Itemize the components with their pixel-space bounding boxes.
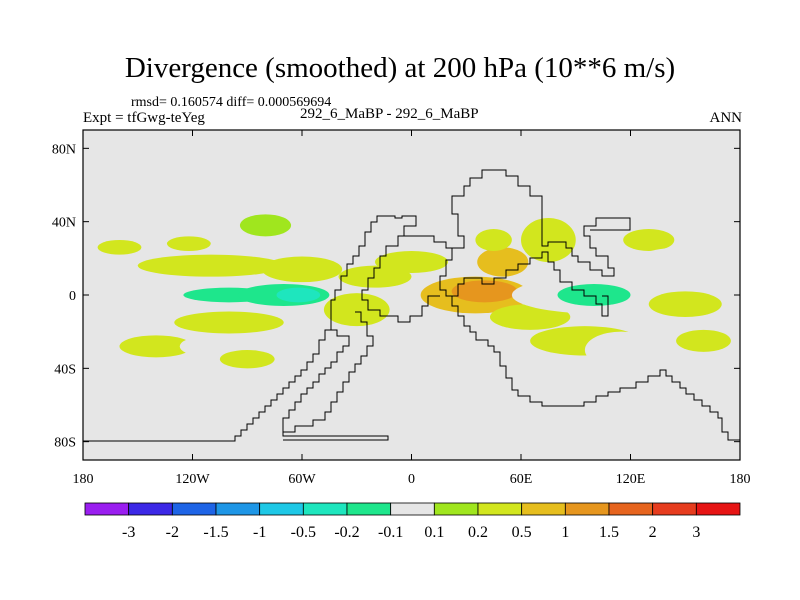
colorbar-label: 1	[561, 524, 569, 541]
colorbar-label: -1	[253, 524, 266, 541]
field-patch	[196, 199, 226, 215]
colorbar-label: -0.2	[334, 524, 359, 541]
colorbar-swatch	[608, 502, 654, 516]
experiment-label: Expt = tfGwg-teYeg	[83, 110, 205, 126]
colorbar-swatch	[477, 502, 523, 516]
colorbar-label: -3	[122, 524, 135, 541]
y-tick-label: 40S	[54, 362, 76, 377]
field-patch	[676, 329, 731, 352]
colorbar-swatch	[390, 502, 435, 516]
colorbar-swatch	[171, 502, 217, 516]
colorbar-label: -0.1	[378, 524, 403, 541]
field-patch	[475, 229, 512, 251]
colorbar-swatch	[302, 502, 348, 516]
colorbar-label: -0.5	[291, 524, 316, 541]
colorbar-label: 0.1	[424, 524, 444, 541]
x-tick-label: 60E	[510, 472, 533, 487]
field-patch	[320, 344, 357, 363]
field-patch	[477, 247, 529, 277]
field-patch	[648, 291, 722, 317]
field-patch	[166, 236, 211, 252]
x-tick-label: 120W	[175, 472, 210, 487]
colorbar-label: 0.2	[468, 524, 488, 541]
field-patch	[584, 331, 658, 369]
field-patch	[179, 337, 224, 356]
field-patch	[323, 293, 390, 327]
field-patch	[489, 304, 571, 330]
colorbar-label: -1.5	[203, 524, 228, 541]
colorbar-swatch	[652, 502, 697, 516]
x-tick-label: 60W	[288, 472, 316, 487]
colorbar-label: 0.5	[512, 524, 532, 541]
field-patch	[97, 240, 142, 255]
case-label: 292_6_MaBP - 292_6_MaBP	[300, 106, 479, 122]
field-patch	[239, 214, 292, 237]
y-tick-label: 40N	[52, 216, 76, 231]
colorbar-label: 1.5	[599, 524, 619, 541]
colorbar-label: 2	[649, 524, 657, 541]
colorbar-swatch	[564, 502, 610, 516]
colorbar: -3 -2 -1.5 -1 -0.5 -0.2 -0.1 0.1 0.2 0.5 1 1.5 2 3	[84, 502, 741, 541]
field-patch	[261, 256, 343, 283]
field-patch	[451, 280, 518, 303]
field-patch	[219, 350, 275, 369]
chart-title: Divergence (smoothed) at 200 hPa (10**6 …	[124, 52, 676, 84]
colorbar-label: -2	[166, 524, 179, 541]
field-patch	[83, 304, 202, 330]
axes: 180 120W 60W 0 60E 120E 180 80N 40N 0 40S 80S	[52, 130, 751, 487]
field-patch	[375, 251, 448, 273]
field-patch	[119, 335, 193, 358]
y-tick-label: 80N	[52, 142, 76, 157]
x-tick-label: 180	[73, 472, 94, 487]
field-patch	[143, 208, 188, 228]
y-tick-label: 80S	[54, 436, 76, 451]
colorbar-swatch	[128, 502, 173, 516]
colorbar-swatch	[521, 502, 566, 516]
field-patch	[623, 229, 675, 251]
x-tick-label: 120E	[616, 472, 646, 487]
field-patch	[92, 225, 129, 237]
rmsd-diff-stats: rmsd= 0.160574 diff= 0.000569694	[131, 95, 332, 110]
field-patch	[276, 287, 321, 303]
colorbar-swatch	[433, 502, 479, 516]
colorbar-label: 3	[692, 524, 700, 541]
coastline-outline	[83, 169, 740, 460]
field-patch	[639, 247, 731, 270]
field-patch	[292, 199, 330, 226]
field-patch	[557, 284, 631, 306]
colorbar-swatch	[346, 502, 392, 516]
colorbar-swatch	[84, 502, 130, 516]
x-tick-label: 180	[730, 472, 751, 487]
colorbar-swatch	[259, 502, 304, 516]
field-patch	[137, 254, 284, 277]
x-tick-label: 0	[408, 472, 415, 487]
field-patch	[521, 218, 576, 262]
colorbar-swatch	[215, 502, 261, 516]
colorbar-swatch	[695, 502, 741, 516]
field-patch	[353, 331, 397, 351]
y-tick-label: 0	[69, 289, 76, 304]
season-label: ANN	[709, 110, 743, 126]
field-patch	[174, 311, 284, 334]
field-patch	[502, 203, 540, 222]
divergence-field	[83, 199, 731, 369]
